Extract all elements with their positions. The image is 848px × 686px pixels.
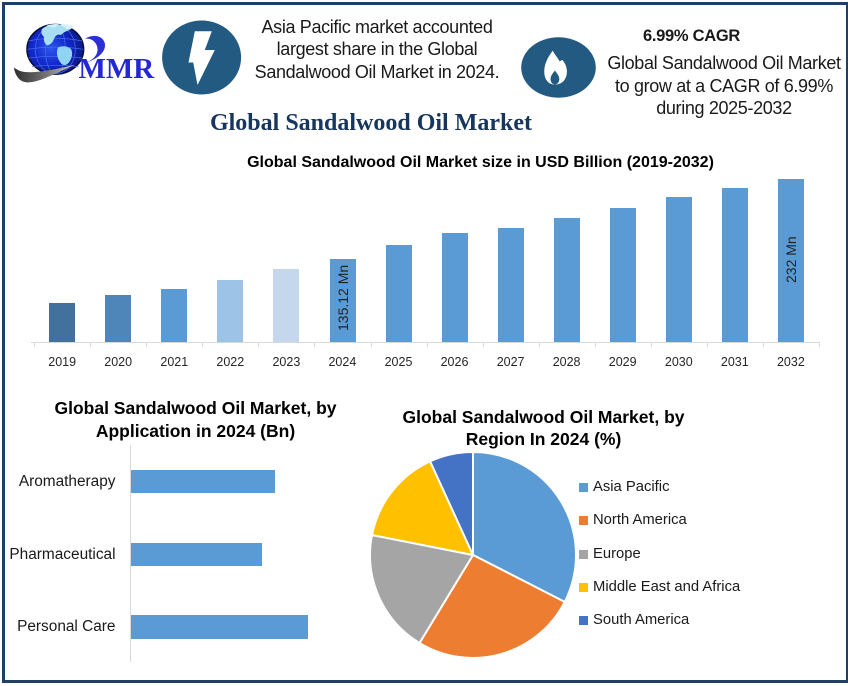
svg-text:MMR: MMR: [79, 53, 156, 85]
